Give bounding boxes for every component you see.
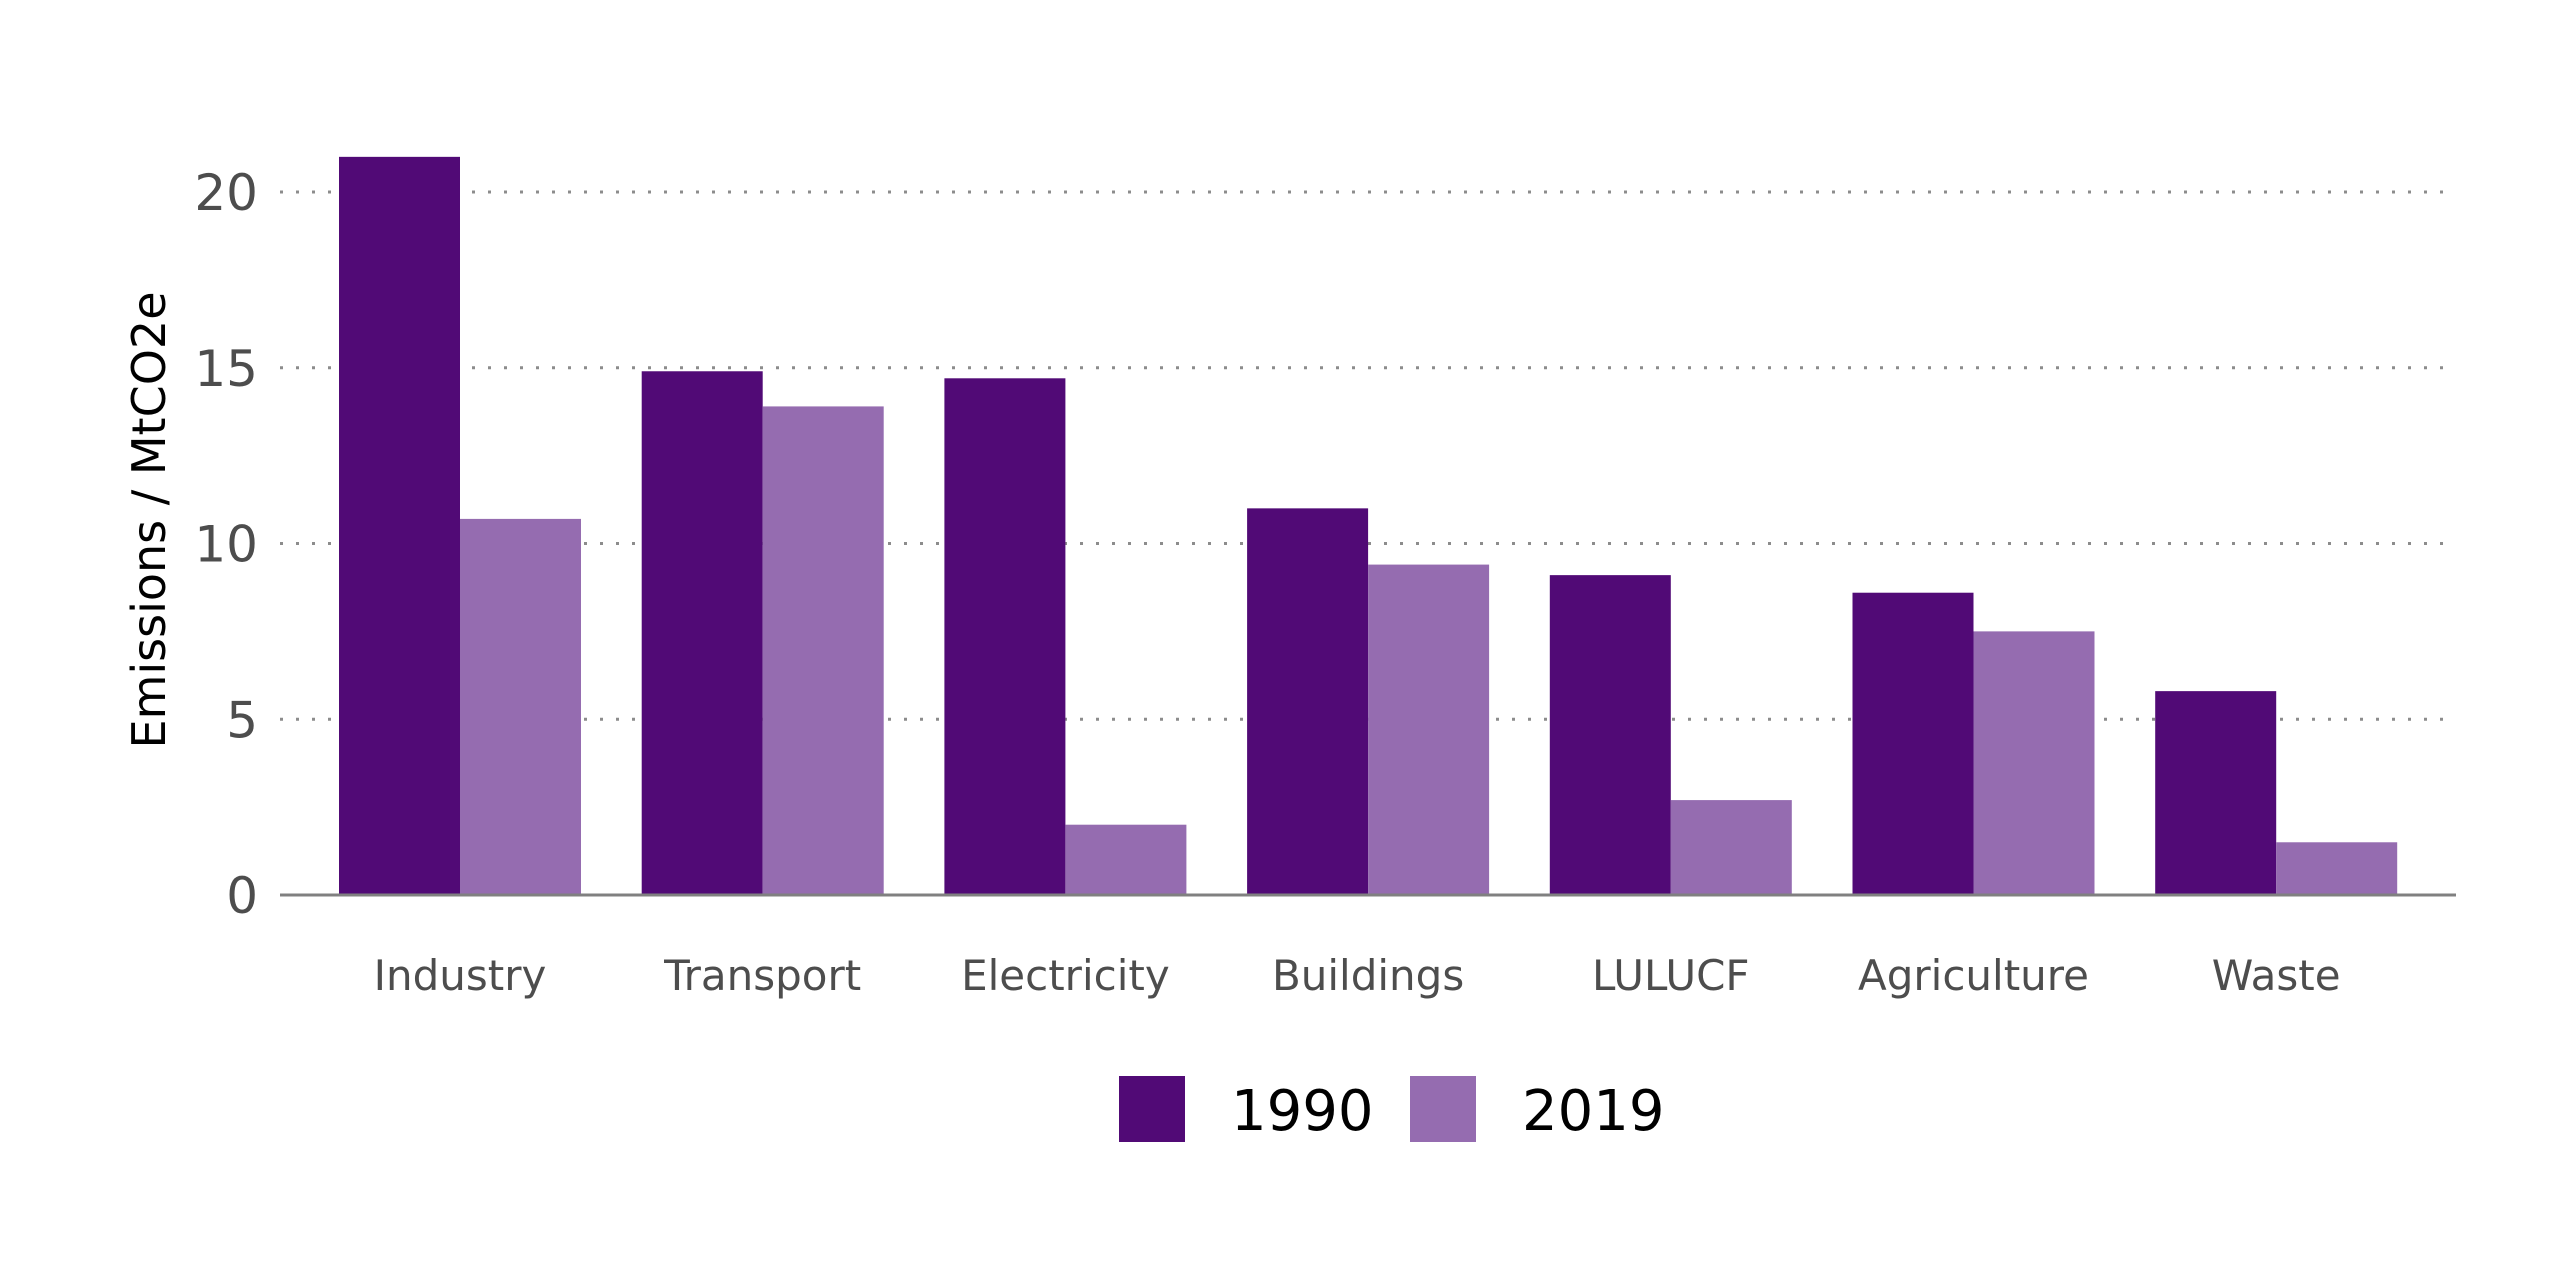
bar-1990-industry [339, 156, 460, 896]
bar-2019-electricity [1065, 824, 1187, 895]
bar-2019-industry [460, 518, 581, 895]
bar-2019-transport [762, 406, 884, 895]
legend-label: 1990 [1231, 1079, 1374, 1144]
bar-2019-agriculture [1973, 631, 2095, 895]
y-tick-labels: 0 5 10 15 20 [194, 164, 258, 925]
legend-label: 2019 [1522, 1079, 1665, 1144]
bar-1990-buildings [1247, 508, 1369, 895]
category-labels: Industry Transport Electricity Buildings LUL… [374, 951, 2341, 1000]
y-tick-label: 0 [226, 867, 258, 925]
bar-1990-waste [2155, 691, 2277, 895]
category-label: Transport [663, 951, 861, 1000]
legend-swatch-1990 [1119, 1076, 1185, 1142]
y-tick-label: 15 [194, 340, 258, 398]
category-label: LULUCF [1592, 951, 1750, 1000]
category-label: Buildings [1272, 951, 1464, 1000]
bar-1990-electricity [944, 378, 1066, 895]
legend: 1990 2019 [1119, 1076, 1665, 1144]
y-tick-label: 10 [194, 516, 258, 574]
y-tick-label: 20 [194, 164, 258, 222]
bar-1990-lulucf [1549, 575, 1671, 895]
category-label: Electricity [961, 951, 1170, 1000]
y-axis-label: Emissions / MtCO2e [122, 292, 176, 749]
category-label: Agriculture [1858, 951, 2089, 1000]
bar-1990-agriculture [1852, 592, 1974, 895]
bars [339, 156, 2398, 896]
bar-2019-lulucf [1670, 800, 1792, 895]
bar-2019-waste [2276, 842, 2398, 895]
bar-2019-buildings [1368, 564, 1490, 895]
category-label: Industry [374, 951, 547, 1000]
category-label: Waste [2212, 951, 2341, 1000]
bar-1990-transport [641, 371, 763, 895]
legend-swatch-2019 [1410, 1076, 1476, 1142]
y-tick-label: 5 [226, 691, 258, 749]
